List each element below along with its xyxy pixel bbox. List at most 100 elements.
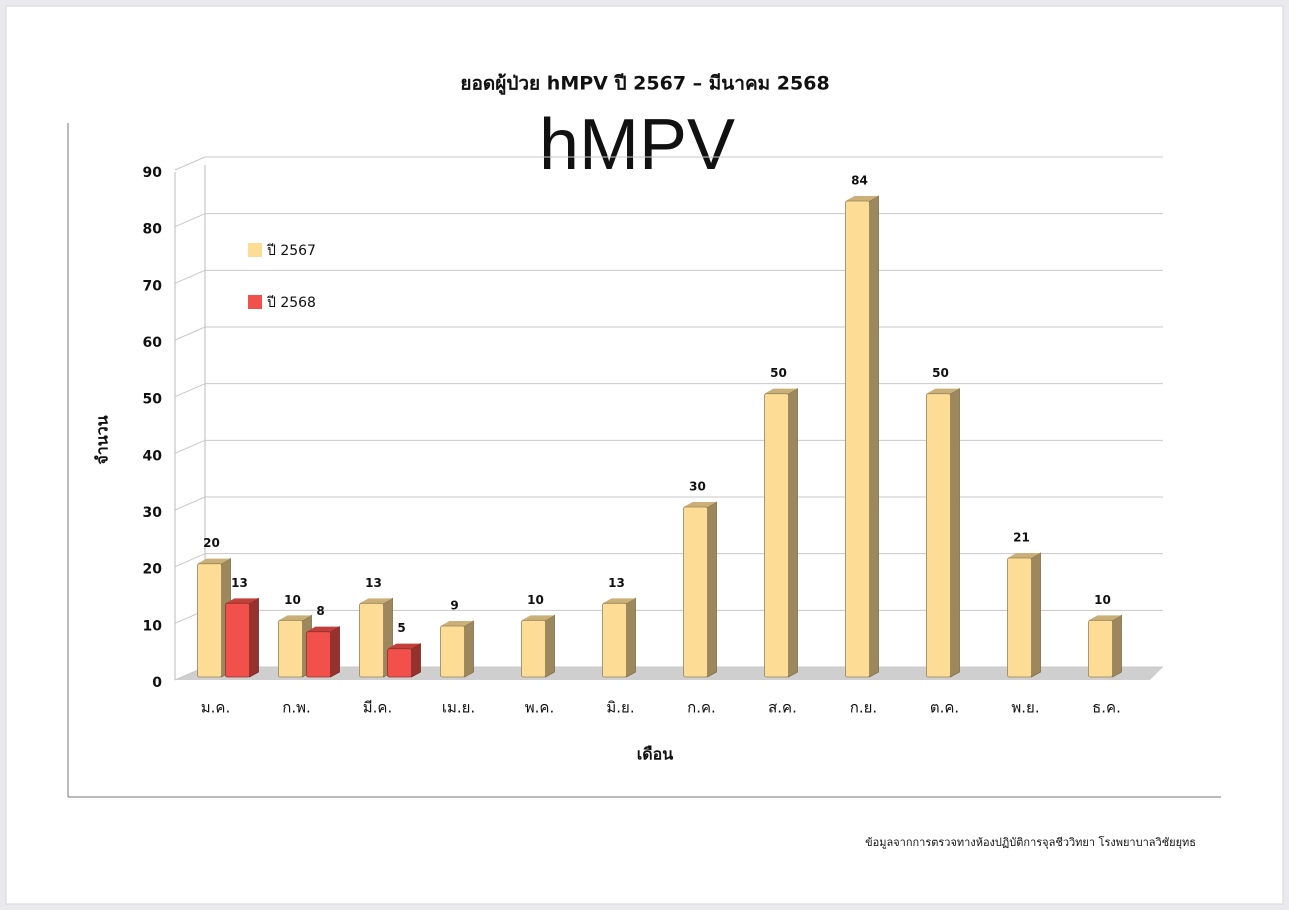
bar-front <box>1007 557 1032 678</box>
source-note: ข้อมูลจากการตรวจทางห้องปฏิบัติการจุลชีวว… <box>865 835 1196 849</box>
bar-top <box>278 615 312 621</box>
bar-side <box>626 597 636 678</box>
value-label: 20 <box>203 536 220 550</box>
value-label: 8 <box>316 604 324 618</box>
bar-top <box>387 643 421 649</box>
grid-diagonal <box>174 439 206 454</box>
bar-front <box>602 602 627 678</box>
y-tick-label: 30 <box>143 505 163 521</box>
x-tick-label: ก.พ. <box>282 699 311 717</box>
bar <box>225 597 259 678</box>
grid-diagonal <box>174 496 206 511</box>
bar-side <box>707 501 717 678</box>
grid-diagonal <box>174 156 206 171</box>
bar-side <box>330 625 340 678</box>
bar-front <box>683 506 708 678</box>
value-label: 9 <box>450 599 458 613</box>
bar-front <box>387 648 412 678</box>
y-tick-label: 60 <box>143 335 163 351</box>
bar-top <box>683 502 717 507</box>
floor <box>175 667 1163 680</box>
bar <box>683 501 717 678</box>
x-tick-label: พ.ย. <box>1011 699 1039 717</box>
bar-side <box>788 387 798 678</box>
x-tick-label: ธ.ค. <box>1092 699 1121 717</box>
grid-diagonal <box>174 383 206 398</box>
bar-top <box>602 598 636 604</box>
bar-side <box>411 642 421 678</box>
value-label: 10 <box>527 593 544 607</box>
value-label: 13 <box>608 576 625 590</box>
bar-front <box>306 631 331 678</box>
legend-label: ปี 2567 <box>267 243 316 259</box>
grid-diagonal <box>174 553 206 568</box>
value-label: 50 <box>932 366 949 380</box>
bar-front <box>764 393 789 678</box>
annotation: hMPV <box>539 105 735 185</box>
bar-top <box>926 388 960 394</box>
bar-top <box>225 598 259 604</box>
y-tick-label: 50 <box>143 392 163 408</box>
y-tick-label: 70 <box>143 278 163 294</box>
y-tick-label: 40 <box>143 448 163 464</box>
bar-side <box>545 614 555 678</box>
bar <box>521 614 555 678</box>
bar-front <box>926 393 951 678</box>
bar-front <box>225 602 250 678</box>
page <box>5 5 1284 905</box>
bar-front <box>1088 619 1113 678</box>
bar-top <box>845 196 879 201</box>
bar-side <box>950 387 960 678</box>
bar-top <box>521 615 555 621</box>
legend-label: ปี 2568 <box>267 295 316 311</box>
value-label: 10 <box>284 593 301 607</box>
bar-top <box>1088 615 1122 621</box>
grid-diagonal <box>174 269 206 284</box>
grid-diagonal <box>174 213 206 228</box>
legend-swatch <box>248 295 262 309</box>
x-tick-label: ก.ค. <box>687 699 716 717</box>
y-axis-label: จำนวน <box>93 415 112 464</box>
legend-swatch <box>248 243 262 257</box>
bar <box>764 387 798 678</box>
bar-side <box>464 620 474 678</box>
value-label: 21 <box>1013 531 1030 545</box>
grid-diagonal <box>174 326 206 341</box>
bar-top <box>197 558 231 564</box>
value-label: 30 <box>689 480 706 494</box>
x-tick-label: มี.ค. <box>363 699 392 717</box>
chart-title: ยอดผู้ป่วย hMPV ปี 2567 – มีนาคม 2568 <box>460 73 829 96</box>
x-tick-label: มิ.ย. <box>606 699 634 717</box>
y-tick-label: 80 <box>143 222 163 238</box>
value-label: 13 <box>231 576 248 590</box>
bar-front <box>359 602 384 678</box>
bar <box>387 642 421 678</box>
bar <box>306 625 340 678</box>
bar-side <box>1112 614 1122 678</box>
bar <box>845 195 879 678</box>
bar-front <box>197 563 222 678</box>
bar-front <box>845 200 870 678</box>
bar <box>602 597 636 678</box>
x-tick-label: ส.ค. <box>768 699 797 717</box>
bar <box>1007 552 1041 678</box>
y-tick-label: 10 <box>143 618 163 634</box>
bar-front <box>440 625 465 678</box>
bar-front <box>521 619 546 678</box>
bar-top <box>1007 553 1041 558</box>
value-label: 50 <box>770 366 787 380</box>
bar-front <box>278 619 303 678</box>
x-axis-label: เดือน <box>637 745 673 764</box>
x-tick-label: ก.ย. <box>850 699 877 717</box>
value-label: 13 <box>365 576 382 590</box>
bar <box>1088 614 1122 678</box>
bar-side <box>249 597 259 678</box>
y-tick-label: 0 <box>152 675 162 691</box>
bar <box>926 387 960 678</box>
bar-side <box>869 195 879 678</box>
x-tick-label: เม.ย. <box>442 699 475 717</box>
value-label: 10 <box>1094 593 1111 607</box>
bar-top <box>440 621 474 626</box>
bar-top <box>359 598 393 604</box>
